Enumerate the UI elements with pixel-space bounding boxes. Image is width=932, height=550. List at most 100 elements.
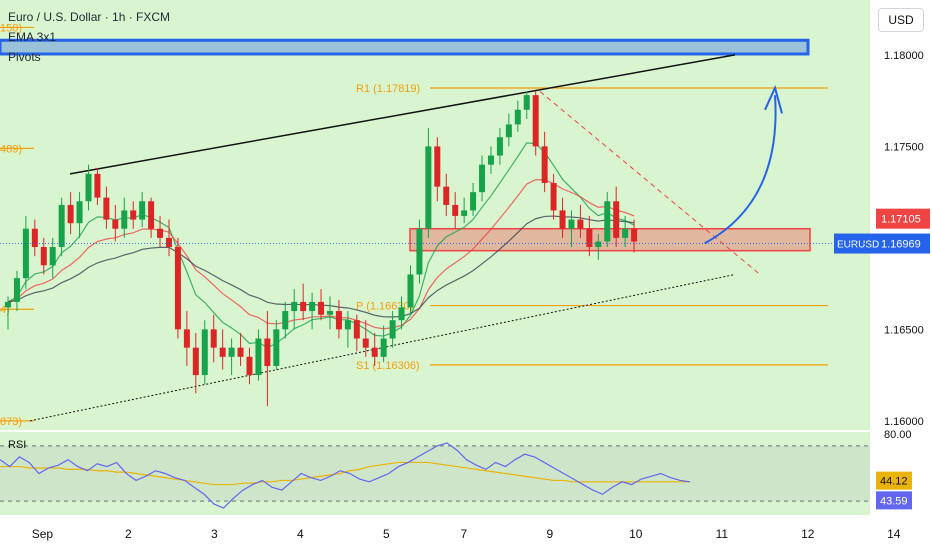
- rsi-band: [0, 445, 870, 502]
- candle-body: [103, 197, 110, 220]
- candle-body: [183, 329, 190, 348]
- rsi-panel: RSI 80.00 44.12 43.59: [0, 429, 912, 510]
- pivot-label: S1 (1.16306): [356, 360, 420, 372]
- candle-body: [577, 219, 584, 229]
- left-pivot-label: 150): [0, 22, 22, 34]
- candle-body: [407, 274, 414, 308]
- candle-body: [326, 311, 333, 315]
- candle-body: [514, 109, 521, 125]
- chart-title: Euro / U.S. Dollar · 1h · FXCM: [8, 10, 171, 24]
- projection-arrow: [704, 95, 777, 245]
- candle-body: [550, 182, 557, 211]
- candle-body: [76, 201, 83, 224]
- candle-body: [264, 338, 271, 366]
- candle-body: [300, 301, 307, 312]
- time-tick-label: 14: [887, 527, 901, 541]
- candle-body: [49, 247, 56, 266]
- rsi-ma-value: 44.12: [880, 476, 908, 488]
- candle-body: [505, 124, 512, 138]
- price-tick-label: 1.16500: [884, 324, 924, 336]
- projection-arrowhead: [764, 84, 783, 114]
- candles: [5, 91, 638, 407]
- descending-trendline: [539, 91, 761, 275]
- candle-body: [613, 201, 620, 238]
- candle-body: [452, 204, 459, 216]
- rsi-value: 43.59: [880, 495, 908, 507]
- rsi-value-tag: [876, 491, 912, 510]
- candle-body: [157, 228, 164, 238]
- candle-body: [416, 228, 423, 275]
- upper-trendline: [69, 54, 736, 175]
- candle-body: [425, 146, 432, 229]
- candle-body: [559, 210, 566, 229]
- time-tick-label: 7: [460, 527, 467, 541]
- candle-body: [112, 219, 119, 229]
- time-axis: Sep 2 3 4 5 7 9 10 11 12 14: [32, 527, 901, 541]
- candle-body: [31, 228, 38, 248]
- candle-body: [344, 320, 351, 330]
- candle-body: [94, 173, 101, 198]
- candle-body: [398, 307, 405, 321]
- candle-body: [40, 247, 47, 266]
- left-pivot-label: 873): [0, 416, 22, 428]
- candle-body: [255, 338, 262, 376]
- candle-body: [389, 320, 396, 339]
- time-tick-label: 5: [383, 527, 390, 541]
- candle-body: [318, 301, 325, 315]
- symbol-tag-label: EURUSD: [837, 240, 879, 251]
- resistance-zone: [0, 38, 810, 56]
- candle-body: [130, 210, 137, 220]
- price-axis: 1.18000 1.17500 1.17105 1.16969 1.16500 1.160…: [0, 50, 930, 428]
- price-tick-label: 1.18000: [884, 50, 924, 62]
- candle-body: [67, 204, 74, 224]
- candle-body: [568, 219, 575, 229]
- price-tag-label: 1.16969: [881, 239, 921, 251]
- candle-body: [246, 356, 253, 376]
- candle-body: [595, 241, 602, 248]
- candle-body: [174, 247, 181, 330]
- time-axis-bg: [0, 515, 932, 550]
- candle-body: [139, 201, 146, 220]
- candle-body: [13, 278, 20, 302]
- candle-body: [282, 311, 289, 330]
- candle-body: [165, 237, 172, 248]
- price-axis-bg: [870, 0, 932, 550]
- candle-body: [5, 301, 11, 308]
- candle-body: [273, 329, 280, 366]
- candle-body: [586, 228, 593, 248]
- candle-body: [121, 210, 128, 229]
- time-tick-label: 4: [297, 527, 304, 541]
- candle-body: [291, 301, 298, 312]
- candle-body: [228, 347, 235, 357]
- candle-body: [362, 338, 369, 348]
- pivot-lines: R2 (1.18463)R1 (1.17819)P (1.16630)S1 (1…: [0, 22, 828, 428]
- candle-body: [631, 228, 638, 242]
- left-pivot-label: 4): [0, 304, 10, 316]
- candle-body: [532, 95, 539, 147]
- price-tick-label: 1.17500: [884, 141, 924, 153]
- time-tick-label: Sep: [32, 527, 54, 541]
- pivots-indicator-label[interactable]: Pivots: [8, 50, 41, 64]
- candle-body: [219, 347, 226, 357]
- price-tag: [876, 208, 930, 229]
- candle-body: [487, 155, 494, 165]
- time-tick-label: 12: [801, 527, 815, 541]
- time-tick-label: 10: [629, 527, 643, 541]
- candle-body: [470, 192, 477, 211]
- candle-body: [479, 164, 486, 193]
- time-tick-label: 2: [125, 527, 132, 541]
- candle-body: [434, 146, 441, 187]
- candle-body: [380, 338, 387, 357]
- candle-body: [541, 146, 548, 183]
- pivot-label: R1 (1.17819): [356, 83, 420, 95]
- time-tick-label: 3: [211, 527, 218, 541]
- candle-body: [523, 95, 530, 110]
- price-tag-label: 1.17105: [881, 214, 921, 226]
- candle-body: [443, 186, 450, 205]
- ema-indicator-label[interactable]: EMA 3x1: [8, 30, 57, 44]
- currency-button[interactable]: USD: [878, 8, 924, 32]
- candle-body: [371, 347, 378, 357]
